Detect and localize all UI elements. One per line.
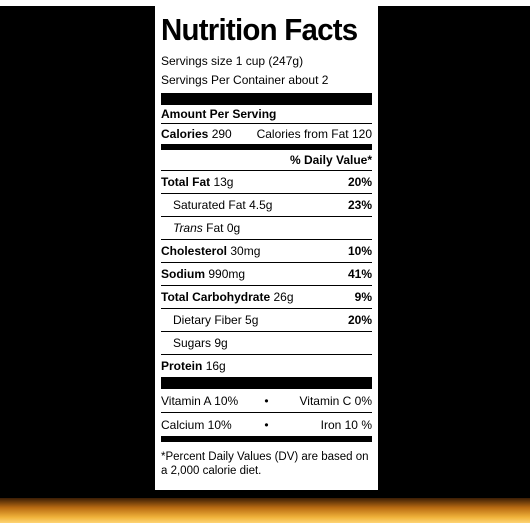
nutrient-row-trans-fat: Trans Fat 0g: [161, 216, 372, 239]
nutrient-amount: 13g: [213, 175, 233, 189]
nutrient-label: Trans: [173, 221, 203, 235]
nutrient-label: Protein: [161, 359, 202, 373]
nutrient-label: Total Fat: [161, 175, 210, 189]
thick-divider: [161, 377, 372, 389]
nutrient-row-dietary-fiber: Dietary Fiber 5g 20%: [161, 308, 372, 331]
calories-from-fat-value: 120: [352, 127, 372, 141]
amount-per-serving-heading: Amount Per Serving: [161, 106, 372, 123]
nutrient-dv: 10%: [348, 244, 372, 258]
nutrient-label-suffix: Fat: [206, 221, 223, 235]
nutrient-row-cholesterol: Cholesterol 30mg 10%: [161, 239, 372, 262]
calories-from-fat-label: Calories from Fat: [257, 127, 349, 141]
servings-per-container: Servings Per Container about 2: [161, 71, 372, 90]
nutrition-facts-label: Nutrition Facts Servings size 1 cup (247…: [155, 6, 378, 490]
calories-value: 290: [212, 127, 232, 141]
nutrient-dv: 20%: [348, 175, 372, 189]
calories-cell: Calories 290: [161, 127, 232, 141]
nutrient-label: Total Carbohydrate: [161, 290, 270, 304]
nutrient-amount: 30mg: [230, 244, 260, 258]
nutrient-amount: 26g: [273, 290, 293, 304]
nutrient-row-sugars: Sugars 9g: [161, 331, 372, 354]
nutrient-dv: 9%: [355, 290, 372, 304]
calories-row: Calories 290 Calories from Fat 120: [161, 123, 372, 144]
medium-divider: [161, 436, 372, 442]
bottom-amber-band: [0, 498, 530, 530]
nutrient-label: Sodium: [161, 267, 205, 281]
nutrient-dv: 20%: [348, 313, 372, 327]
label-title: Nutrition Facts: [161, 12, 361, 48]
vitamin-row: Vitamin A 10% • Vitamin C 0%: [161, 389, 372, 412]
nutrient-amount: 4.5g: [249, 198, 272, 212]
nutrient-amount: 16g: [206, 359, 226, 373]
nutrient-label: Saturated Fat: [173, 198, 246, 212]
nutrient-row-total-carbohydrate: Total Carbohydrate 26g 9%: [161, 285, 372, 308]
vitamin-c: Vitamin C 0%: [282, 394, 373, 408]
nutrient-amount: 5g: [245, 313, 258, 327]
iron: Iron 10 %: [282, 418, 373, 432]
nutrient-amount: 990mg: [208, 267, 245, 281]
calories-label: Calories: [161, 127, 208, 141]
nutrient-label: Dietary Fiber: [173, 313, 242, 327]
daily-value-header: % Daily Value*: [161, 150, 372, 170]
nutrient-amount: 0g: [227, 221, 240, 235]
nutrient-label: Cholesterol: [161, 244, 227, 258]
calcium: Calcium 10%: [161, 418, 252, 432]
nutrient-dv: 23%: [348, 198, 372, 212]
thick-divider: [161, 93, 372, 105]
serving-size: Servings size 1 cup (247g): [161, 52, 372, 71]
bullet-separator: •: [252, 418, 282, 432]
calories-from-fat-cell: Calories from Fat 120: [257, 127, 372, 141]
bullet-separator: •: [252, 394, 282, 408]
nutrient-row-protein: Protein 16g: [161, 354, 372, 377]
footnote: *Percent Daily Values (DV) are based on …: [161, 450, 372, 478]
nutrient-label: Sugars: [173, 336, 211, 350]
vitamin-a: Vitamin A 10%: [161, 394, 252, 408]
nutrient-amount: 9g: [214, 336, 227, 350]
vitamin-row: Calcium 10% • Iron 10 %: [161, 412, 372, 436]
nutrient-row-total-fat: Total Fat 13g 20%: [161, 170, 372, 193]
nutrient-row-saturated-fat: Saturated Fat 4.5g 23%: [161, 193, 372, 216]
nutrient-row-sodium: Sodium 990mg 41%: [161, 262, 372, 285]
nutrient-dv: 41%: [348, 267, 372, 281]
